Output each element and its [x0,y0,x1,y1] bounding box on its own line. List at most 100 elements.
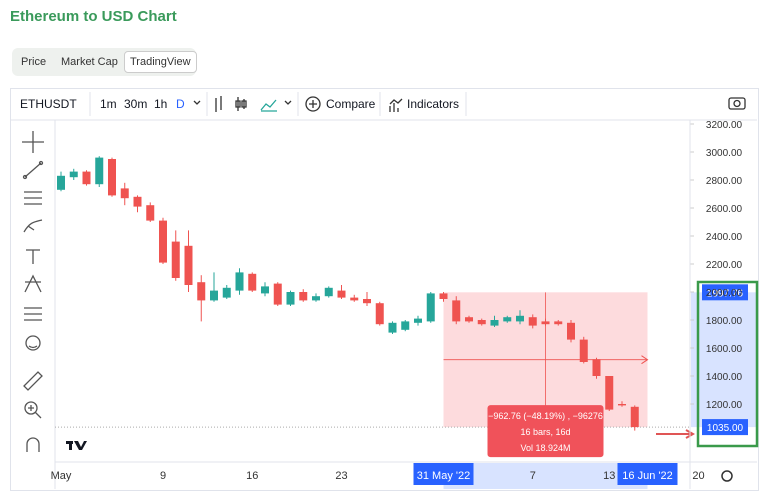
price-label-box [702,284,748,301]
candle-body [554,321,563,325]
x-label-box [413,463,474,485]
candle-body [541,321,550,325]
y-tick-label: 2000.00 [706,288,743,299]
candle-body [426,293,435,322]
tab[interactable]: Market Cap [61,56,118,68]
candle-body [69,171,78,178]
candle-body [248,273,257,291]
candle-body [401,321,410,330]
x-tick-label: 23 [335,470,347,482]
interval[interactable]: D [176,97,185,111]
pointer-arrow [656,429,696,439]
y-tick-label: 1200.00 [706,400,743,411]
candle-body [337,290,346,298]
candle-body [439,293,448,299]
y-tick-label: 1800.00 [706,316,743,327]
x-tick-label: 13 [603,470,615,482]
symbol[interactable]: ETHUSDT [20,97,77,111]
candle-body [503,317,512,322]
candle-body [579,339,588,362]
price-range-band [691,292,757,428]
candle-body [592,359,601,376]
interval[interactable]: 1m [100,97,117,111]
drawing-tools[interactable] [22,131,44,452]
candle-body [184,245,193,285]
candle-body [235,272,244,291]
candle-body [197,282,206,301]
x-tick-label: 16 [246,470,258,482]
candle-body [363,299,371,304]
candle-body [299,292,308,301]
plot-area [55,156,690,431]
candle-body [630,406,639,428]
x-label-box [617,463,678,485]
y-tick-label: 2200.00 [706,260,743,271]
page-title: Ethereum to USD Chart [10,8,177,25]
x-tick-label: 9 [160,470,166,482]
y-tick-label: 1400.00 [706,372,743,383]
candle-body [273,283,282,305]
candle-body [452,300,461,322]
candle-body [222,287,231,298]
x-tick-label: May [51,470,72,482]
candle-body [465,317,473,322]
price-label: 1035.00 [707,423,744,434]
candle-body [108,159,116,196]
time-range-band [443,463,648,489]
candle-body [133,196,142,207]
settings-icon[interactable] [721,470,733,482]
candle-body [120,188,129,199]
tab[interactable]: TradingView [124,51,197,73]
x-tick-label: 16 Jun '22 [622,470,672,482]
candle-body [618,404,626,406]
candle-body [414,318,422,323]
candle-body [312,296,320,301]
x-tick-label: 31 May '22 [417,470,470,482]
candle-body [171,241,180,278]
highlight-box [696,280,759,448]
candle-body [324,287,333,297]
measure-info: Vol 18.924M [520,443,570,453]
x-tick-label: 20 [692,470,704,482]
y-tick-label: 3000.00 [706,148,743,159]
candle-body [95,157,104,185]
y-tick-label: 1600.00 [706,344,743,355]
tab[interactable]: Price [21,56,47,68]
price-label-box [702,419,748,436]
measure-info: −962.76 (−48.19%) , −96276 [488,411,603,421]
candle-body [375,303,384,325]
candle-body [146,205,155,221]
toolbar-icons[interactable] [193,96,746,112]
candle-body [477,320,486,325]
candle-body [567,322,575,340]
overlay: May 9 16 23 31 May '22 7 13 16 Jun '22 20 1997.76… [51,284,757,489]
tv-logo [66,441,87,450]
x-tick-label: 7 [530,470,536,482]
interval[interactable]: 1h [154,97,168,111]
y-tick-label: 2600.00 [706,204,743,215]
candle-body [261,286,269,294]
candle-body [159,220,167,263]
toolbar-lines [10,92,757,489]
compare-button[interactable]: Compare [326,97,376,111]
indicators-button[interactable]: Indicators [407,97,460,111]
candle-body [286,292,295,305]
candle-body [57,175,65,190]
crosshair-arrow [641,355,649,365]
interval[interactable]: 30m [124,97,148,111]
candle-body [82,171,91,185]
y-tick-label: 2400.00 [706,232,743,243]
measure-info-box [487,405,604,458]
candle-body [350,297,359,301]
candle-body [605,376,614,410]
candle-body [210,290,218,301]
candle-body [516,315,524,322]
measure-info: 16 bars, 16d [520,427,570,437]
candle-body [490,320,499,326]
price-label: 1997.76 [707,288,744,299]
candle-body [388,322,397,333]
y-tick-label: 2800.00 [706,176,743,187]
y-tick-label: 3200.00 [706,120,743,131]
